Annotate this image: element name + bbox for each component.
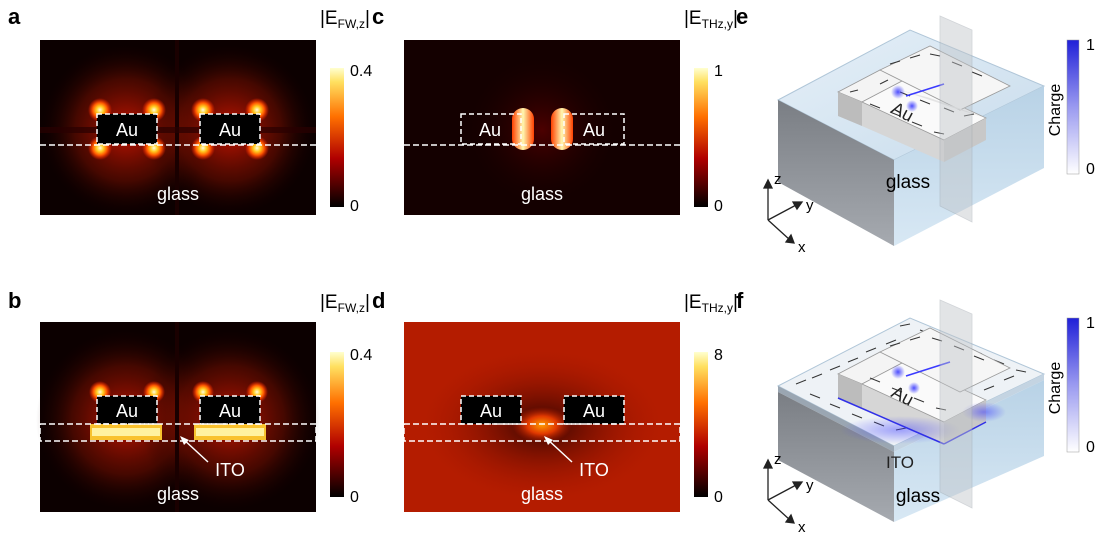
glass-right-face	[894, 380, 1044, 522]
colorbar-max: 0.4	[350, 63, 372, 80]
slice-plane	[939, 15, 973, 223]
colorbar-min: 0	[714, 198, 723, 215]
colorbar	[694, 68, 708, 207]
substrate-left-face	[778, 100, 894, 246]
colorbar-max: 8	[714, 347, 723, 364]
panel-b: Au Au ITO glass |EFW,z| 0.4 0	[36, 292, 372, 512]
ito-label: ITO	[579, 460, 609, 480]
substrate-label: glass	[521, 484, 563, 504]
charge-label: Charge	[1047, 362, 1064, 415]
charge-label: Charge	[1047, 84, 1064, 137]
axes-triad	[762, 178, 804, 244]
colorbar	[330, 68, 344, 207]
colorbar-min: 0	[1086, 439, 1095, 456]
colorbar-max: 0.4	[350, 347, 372, 364]
colorbar	[694, 352, 708, 497]
colorbar-min: 0	[350, 198, 359, 215]
axis-x-label: x	[798, 239, 806, 256]
substrate-label: glass	[521, 184, 563, 204]
colorbar-min: 0	[1086, 161, 1095, 178]
colorbar-max: 1	[714, 63, 723, 80]
colorbar-title: |EFW,z|	[320, 292, 370, 315]
colorbar-title: |EFW,z|	[320, 8, 370, 31]
panel-label-f: f	[736, 288, 744, 313]
substrate-left-face	[778, 392, 894, 522]
panel-a: Au Au glass |EFW,z| 0.4 0	[40, 8, 372, 215]
au-label-left: Au	[116, 401, 138, 421]
ito-layer	[403, 423, 681, 442]
au-block-right	[199, 395, 261, 425]
colorbar-title: |ETHz,y|	[684, 8, 738, 31]
substrate-label: glass	[896, 486, 940, 507]
panel-e: Au glass z y x 1 0 Charge	[762, 15, 1095, 256]
slice-plane	[939, 299, 973, 509]
axis-y-label: y	[806, 197, 814, 214]
au-block-left	[96, 395, 158, 425]
colorbar-max: 1	[1086, 315, 1095, 332]
panel-label-e: e	[736, 4, 749, 29]
ito-layer	[39, 423, 317, 442]
colorbar-min: 0	[714, 489, 723, 506]
au-block-right	[563, 395, 625, 425]
axis-z-label: z	[774, 171, 782, 188]
substrate-label: glass	[886, 172, 930, 193]
axis-z-label: z	[774, 451, 782, 468]
au-label-left: Au	[479, 120, 501, 140]
panel-f: Au ITO glass z y x 1 0 Charge	[762, 299, 1095, 536]
substrate-label: glass	[157, 184, 199, 204]
axes-triad	[762, 458, 804, 524]
au-block-left	[96, 113, 158, 145]
panel-label-b: b	[8, 288, 22, 313]
charge-colorbar	[1066, 317, 1080, 453]
au-block-right	[563, 113, 625, 145]
au-label-right: Au	[219, 401, 241, 421]
au-block-right	[199, 113, 261, 145]
charge-colorbar	[1066, 39, 1080, 175]
au-label-left: Au	[116, 120, 138, 140]
panel-d: Au Au ITO glass |ETHz,y| 8 0	[403, 292, 738, 512]
colorbar-title: |ETHz,y|	[684, 292, 738, 315]
panel-label-a: a	[8, 4, 21, 29]
panel-c: Au Au glass |ETHz,y| 1 0	[404, 8, 738, 215]
colorbar-max: 1	[1086, 37, 1095, 54]
glass-right-face	[894, 86, 1044, 246]
au-label-right: Au	[583, 401, 605, 421]
colorbar	[330, 352, 344, 497]
au-label-right: Au	[219, 120, 241, 140]
ito-label: ITO	[886, 453, 914, 472]
panel-label-d: d	[372, 288, 386, 313]
ito-label: ITO	[215, 460, 245, 480]
au-label-right: Au	[583, 120, 605, 140]
panel-label-c: c	[372, 4, 385, 29]
au-block-left	[460, 395, 522, 425]
colorbar-min: 0	[350, 489, 359, 506]
substrate-label: glass	[157, 484, 199, 504]
axis-y-label: y	[806, 477, 814, 494]
au-block-left	[460, 113, 522, 145]
au-label-left: Au	[480, 401, 502, 421]
axis-x-label: x	[798, 519, 806, 536]
